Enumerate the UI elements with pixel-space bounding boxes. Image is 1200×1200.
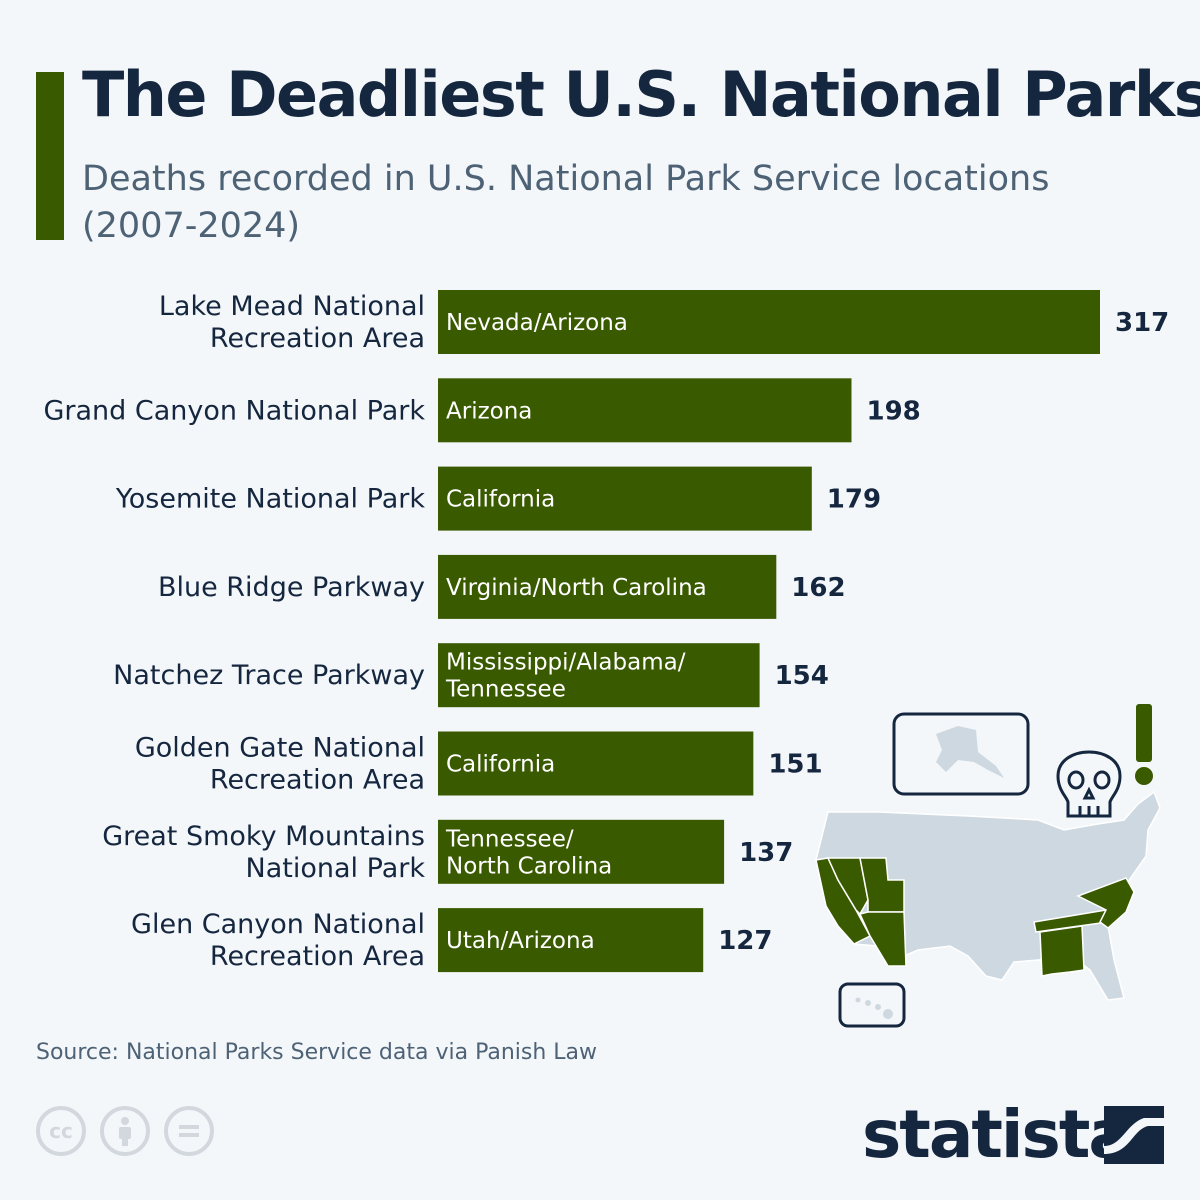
category-label: Lake Mead National Recreation Area — [159, 291, 425, 354]
bar — [438, 554, 777, 619]
bar — [438, 731, 754, 796]
value-label: 137 — [739, 838, 793, 868]
no-derivatives-icon[interactable] — [164, 1106, 214, 1156]
source-note: Source: National Parks Service data via … — [36, 1040, 598, 1065]
value-label: 151 — [768, 750, 822, 780]
bar-state-label: Utah/Arizona — [446, 928, 595, 954]
attribution-icon[interactable] — [100, 1106, 150, 1156]
value-label: 162 — [791, 573, 845, 603]
category-label: Glen Canyon National Recreation Area — [131, 909, 425, 972]
us-map-icon — [815, 790, 1161, 1001]
us-map-illustration — [815, 704, 1161, 1028]
exclamation-icon — [1135, 704, 1153, 785]
category-label: Grand Canyon National Park — [43, 395, 425, 426]
bar — [438, 643, 760, 708]
statista-logo-icon[interactable] — [1104, 1106, 1164, 1164]
category-label: Yosemite National Park — [115, 484, 425, 515]
bar-chart: Lake Mead National Recreation Area Nevada/… — [43, 290, 1169, 973]
bar — [438, 378, 852, 443]
alaska-map-icon — [892, 712, 1030, 796]
hawaii-map-icon — [838, 982, 906, 1028]
bar — [438, 908, 704, 973]
bar-state-label: California — [446, 487, 555, 513]
bar-state-label: Arizona — [446, 398, 532, 424]
category-label: Great Smoky Mountains National Park — [102, 821, 425, 884]
bar-state-label: California — [446, 752, 555, 778]
bar — [438, 290, 1100, 354]
statista-logo-text[interactable]: statista — [862, 1096, 1133, 1173]
title-accent-bar — [36, 72, 64, 240]
bar — [438, 466, 812, 531]
value-label: 317 — [1115, 308, 1169, 338]
page-title: The Deadliest U.S. National Parks — [82, 58, 1200, 131]
bar-state-label: Tennessee/North Carolina — [445, 826, 612, 879]
value-label: 154 — [775, 661, 829, 691]
value-label: 179 — [827, 485, 881, 515]
bar-state-label: Mississippi/Alabama/Tennessee — [445, 650, 686, 703]
skull-icon — [1056, 750, 1122, 818]
bar-state-label: Nevada/Arizona — [446, 310, 628, 336]
bar — [438, 819, 725, 884]
category-label: Golden Gate National Recreation Area — [135, 733, 425, 796]
category-label: Natchez Trace Parkway — [113, 660, 425, 691]
cc-icon[interactable]: cc — [36, 1106, 86, 1156]
value-label: 127 — [718, 926, 772, 956]
license-icons: cc — [36, 1106, 214, 1156]
bar-state-label: Virginia/North Carolina — [446, 575, 707, 601]
category-label: Blue Ridge Parkway — [158, 572, 425, 603]
page-subtitle: Deaths recorded in U.S. National Park Se… — [82, 159, 1050, 246]
value-label: 198 — [866, 396, 920, 426]
